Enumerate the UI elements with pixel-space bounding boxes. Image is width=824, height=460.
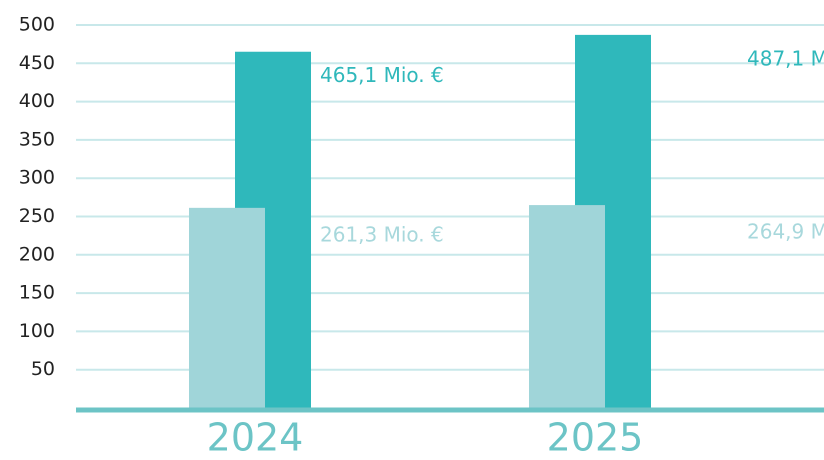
- bar: [529, 205, 605, 408]
- y-tick-label: 100: [19, 320, 55, 342]
- y-tick-label: 300: [19, 167, 55, 189]
- y-tick-label: 200: [19, 243, 55, 265]
- value-label: 261,3 Mio. €: [320, 222, 444, 246]
- y-tick-label: 250: [19, 205, 55, 227]
- x-tick-label: 2025: [547, 416, 644, 460]
- y-tick-label: 50: [31, 358, 55, 380]
- y-tick-label: 150: [19, 282, 55, 304]
- x-tick-label: 2024: [207, 416, 304, 460]
- bar: [189, 207, 265, 408]
- value-label: 264,9 Mio. €: [747, 220, 824, 244]
- y-tick-label: 450: [19, 52, 55, 74]
- value-label: 465,1 Mio. €: [320, 63, 444, 87]
- y-tick-label: 400: [19, 90, 55, 112]
- y-tick-label: 500: [19, 14, 55, 36]
- y-tick-label: 350: [19, 128, 55, 150]
- value-label: 487,1 Mio. €: [747, 46, 824, 70]
